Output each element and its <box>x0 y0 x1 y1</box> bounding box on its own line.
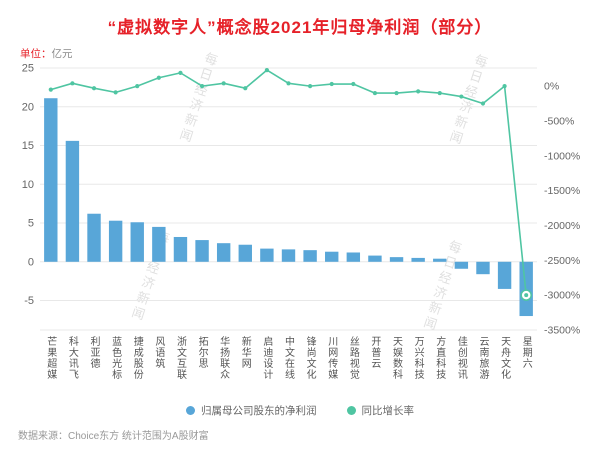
bar <box>346 252 361 262</box>
right-axis-tick: -1000% <box>544 150 580 162</box>
line-point <box>329 81 334 87</box>
unit-prefix: 单位： <box>20 48 52 60</box>
line-point <box>308 84 313 89</box>
unit-label: 单位：亿元 <box>20 46 73 61</box>
bar <box>476 261 490 275</box>
line-point <box>394 90 399 96</box>
unit-value: 亿元 <box>51 48 73 60</box>
left-axis-tick: 20 <box>22 101 34 113</box>
left-axis-tick: -5 <box>24 295 34 307</box>
bar <box>433 258 447 262</box>
left-axis-tick: 0 <box>28 256 34 268</box>
bar <box>454 261 469 269</box>
line-point <box>243 86 248 91</box>
left-axis-tick: 15 <box>22 140 34 152</box>
bar <box>303 250 317 262</box>
line-point <box>48 87 53 92</box>
bar <box>216 243 231 262</box>
right-axis-tick: -1500% <box>544 185 580 197</box>
bar <box>65 140 80 262</box>
left-axis-tick: 25 <box>22 63 34 75</box>
right-axis-tick: -2500% <box>544 255 580 267</box>
bar <box>368 255 382 262</box>
left-axis-tick: 10 <box>22 179 34 191</box>
bar <box>44 98 58 262</box>
net-profit-swatch <box>186 406 195 415</box>
bar <box>152 226 166 262</box>
line-point <box>351 81 356 87</box>
line-point <box>178 70 183 75</box>
right-axis-tick: -3000% <box>544 290 580 302</box>
line-point <box>91 86 97 91</box>
chart-title: “虚拟数字人”概念股2021年归母净利润（部分） <box>107 18 493 37</box>
line-point <box>502 84 507 89</box>
chart-legend: 归属母公司股东的净利润 同比增长率 <box>0 403 600 418</box>
line-point <box>372 90 378 96</box>
bar <box>173 236 188 262</box>
growth-rate-swatch <box>346 406 356 415</box>
right-axis-tick: -500% <box>544 115 574 127</box>
line-point <box>416 89 421 94</box>
line-point <box>199 84 205 89</box>
line-point <box>264 67 269 73</box>
line-point <box>70 81 75 86</box>
bar <box>87 213 101 262</box>
line-point <box>480 101 486 106</box>
bar <box>325 251 339 262</box>
data-source-note: 数据来源：Choice东方 统计范围为A股财富 <box>18 431 209 442</box>
bar <box>389 257 404 262</box>
left-axis-tick: 5 <box>28 218 34 230</box>
line-point <box>437 90 442 96</box>
legend-label: 归属母公司股东的净利润 <box>201 405 317 417</box>
line-point <box>113 90 118 95</box>
right-axis-tick: -3500% <box>544 325 580 337</box>
highlighted-point-dot <box>524 293 529 298</box>
line-point <box>459 94 464 99</box>
bar <box>238 244 252 262</box>
legend-item-growth-rate: 同比增长率 <box>346 403 415 418</box>
bar <box>260 248 274 262</box>
bar <box>108 220 123 262</box>
right-axis-tick: 0% <box>544 81 559 93</box>
bar <box>130 222 144 262</box>
line-point <box>156 75 161 80</box>
bar <box>281 249 296 262</box>
bar <box>497 261 512 289</box>
line-point <box>135 84 140 89</box>
legend-item-net-profit: 归属母公司股东的净利润 <box>186 403 317 418</box>
right-axis-tick: -2000% <box>544 220 580 232</box>
bar <box>411 257 425 262</box>
line-point <box>286 81 291 86</box>
bar <box>195 240 209 262</box>
legend-label: 同比增长率 <box>361 405 415 417</box>
line-point <box>221 81 226 86</box>
